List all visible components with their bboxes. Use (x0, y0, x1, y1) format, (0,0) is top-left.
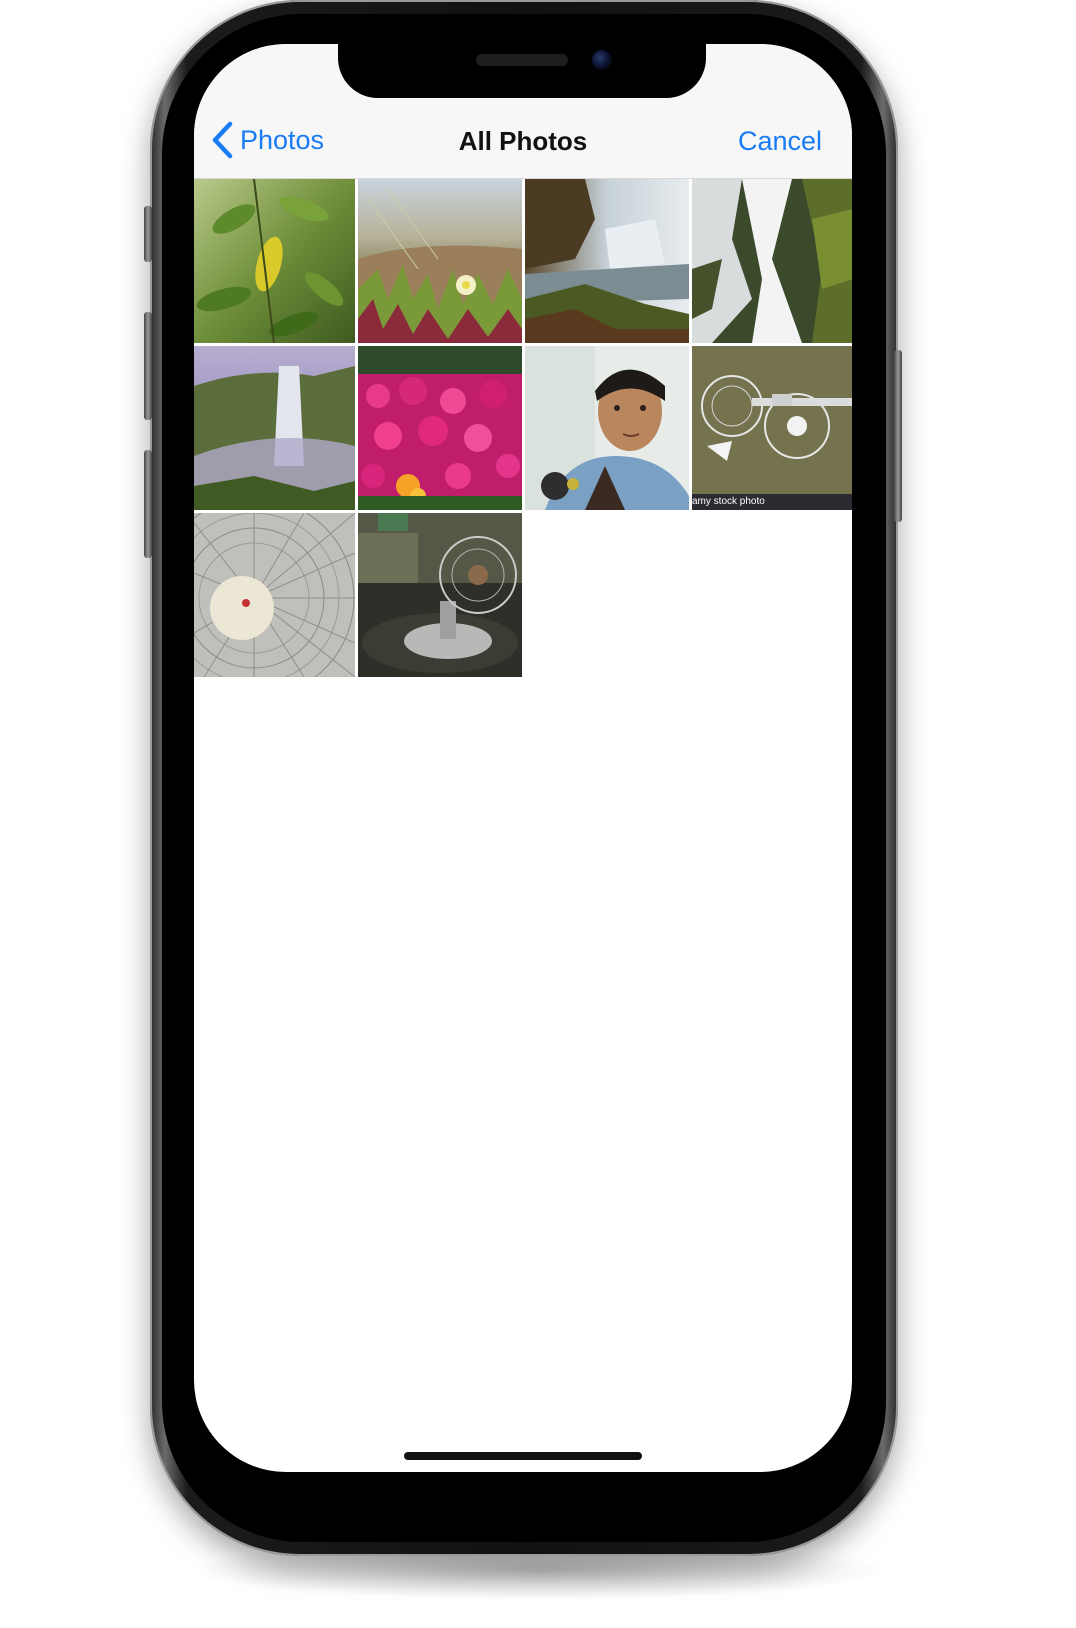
photo-waterfall-longexposure[interactable] (692, 179, 852, 343)
back-button[interactable]: Photos (210, 120, 324, 160)
photo-waterfall-valley[interactable] (194, 346, 355, 510)
photo-fan-closeup[interactable] (194, 513, 355, 677)
home-indicator[interactable] (404, 1452, 642, 1460)
photo-pink-flowers-image (358, 346, 522, 510)
screen: Photos All Photos Cancel (194, 44, 852, 1472)
mute-switch (144, 206, 152, 262)
front-camera-icon (592, 50, 612, 70)
photo-green-leaves-image (194, 179, 355, 343)
photo-selfie-image (525, 346, 689, 510)
photo-waterfall-longexposure-image (692, 179, 852, 343)
page-title: All Photos (458, 126, 588, 156)
chevron-left-icon (212, 121, 233, 159)
photo-selfie[interactable] (525, 346, 689, 510)
notch (338, 44, 706, 98)
cancel-button[interactable]: Cancel (737, 126, 822, 156)
photo-pink-flowers[interactable] (358, 346, 522, 510)
photo-waterfall-cliffs[interactable] (525, 179, 689, 343)
photo-disassembled-fan[interactable]: amy stock photo (692, 346, 852, 510)
volume-up-button (144, 312, 152, 420)
photo-table-fan-image (358, 513, 522, 677)
earpiece-speaker (476, 54, 568, 66)
photo-disassembled-fan-image (692, 346, 852, 510)
back-button-label: Photos (240, 124, 325, 155)
photo-ice-plant-flower-image (358, 179, 522, 343)
photo-green-leaves[interactable] (194, 179, 355, 343)
power-button (894, 350, 902, 522)
photo-waterfall-cliffs-image (525, 179, 689, 343)
volume-down-button (144, 450, 152, 558)
photo-table-fan[interactable] (358, 513, 522, 677)
photo-grid: amy stock photo (194, 179, 852, 677)
photo-waterfall-valley-image (194, 346, 355, 510)
photo-caption: amy stock photo (692, 494, 852, 510)
photo-ice-plant-flower[interactable] (358, 179, 522, 343)
photo-fan-closeup-image (194, 513, 355, 677)
